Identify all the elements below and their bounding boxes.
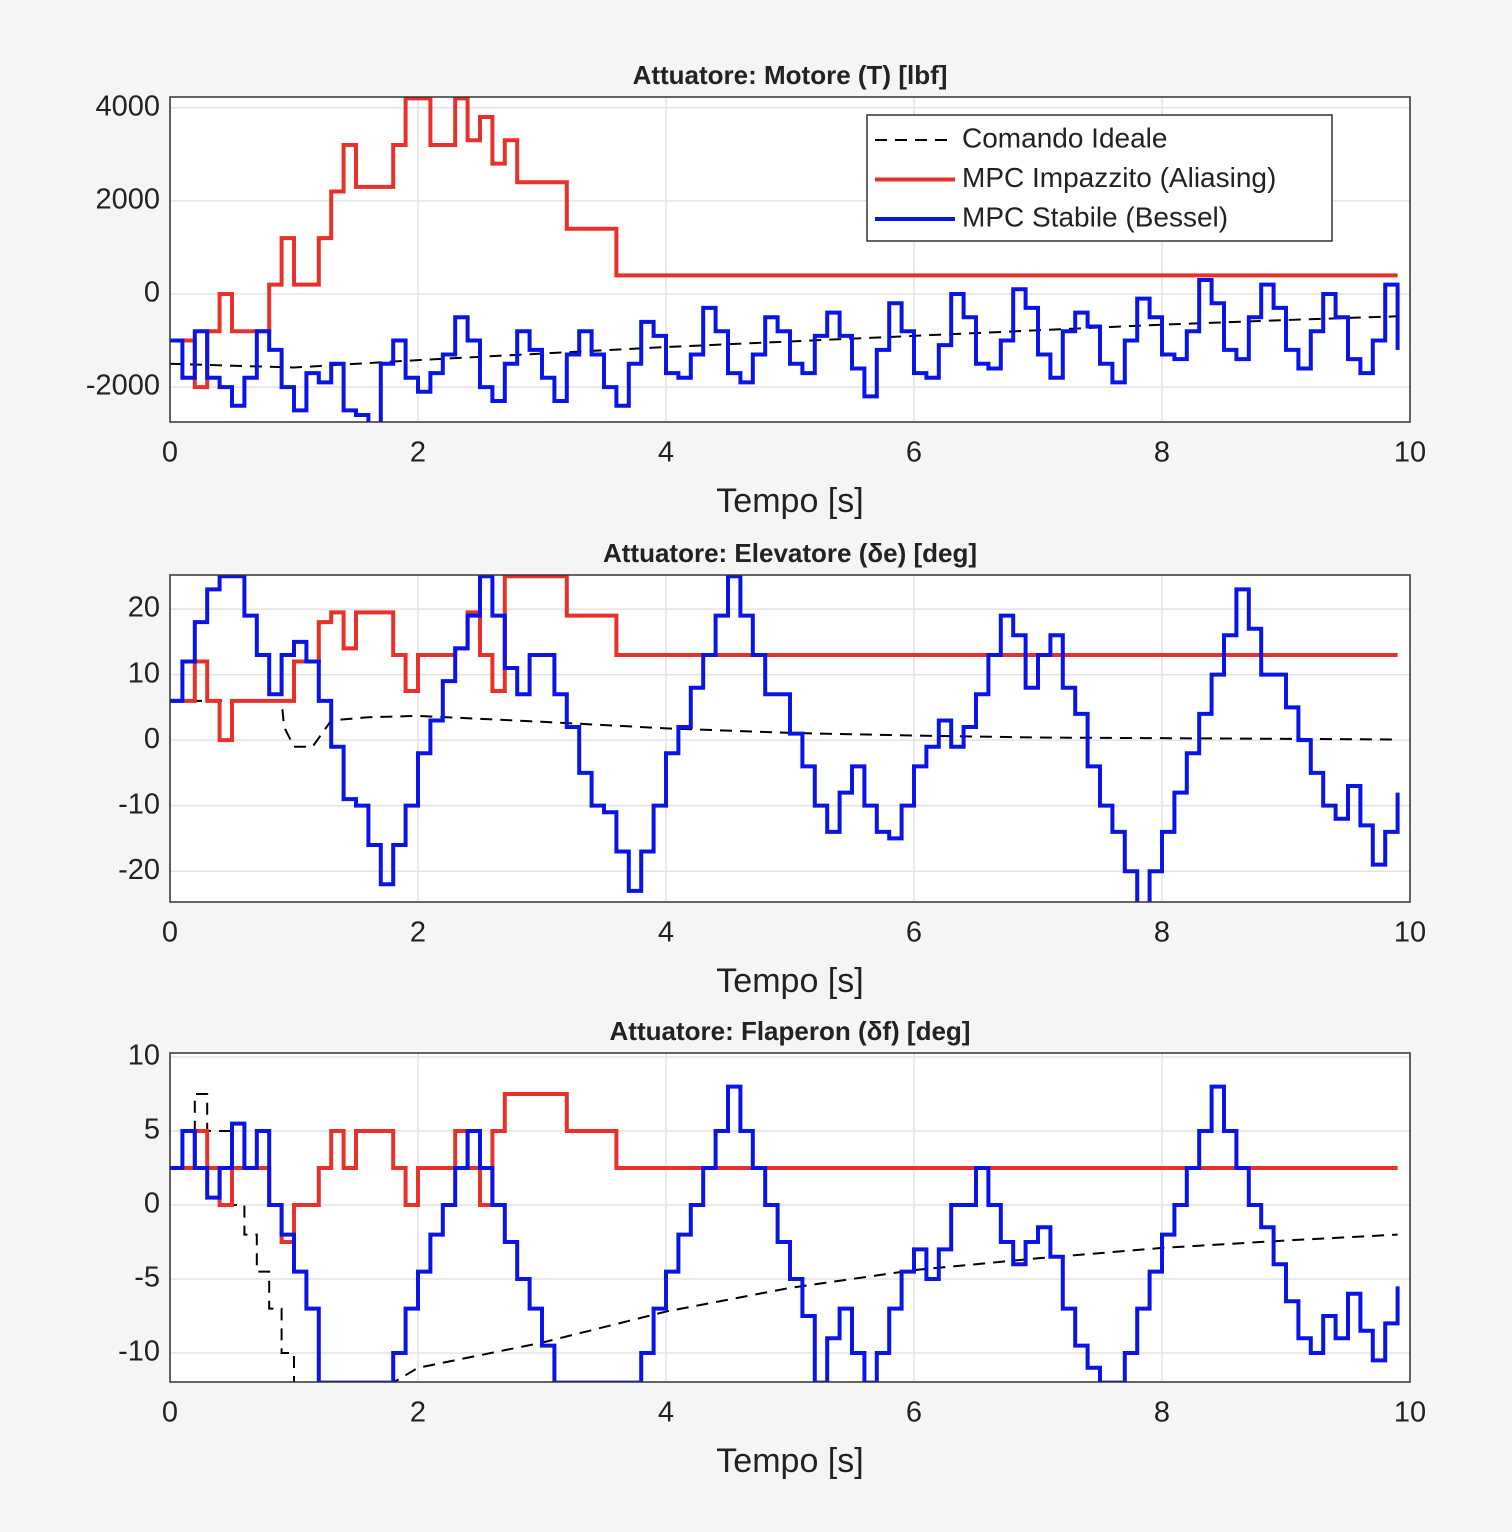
- x-tick-label: 2: [410, 1397, 426, 1429]
- y-tick-label: 20: [128, 592, 160, 624]
- x-tick-label: 0: [162, 917, 178, 949]
- series-group: [170, 1084, 1400, 1382]
- axes-frame: [169, 574, 1411, 903]
- series-line: [170, 1084, 1400, 1382]
- series-line: [170, 1092, 1398, 1244]
- x-tick-label: 2: [410, 437, 426, 469]
- chart-title: Attuatore: Flaperon (δf) [deg]: [610, 1016, 971, 1046]
- x-tick-label: 10: [1394, 1397, 1426, 1429]
- y-tick-label: -2000: [86, 370, 160, 402]
- y-tick-label: -5: [134, 1262, 160, 1294]
- series-line: [170, 699, 1398, 748]
- x-axis-label: Tempo [s]: [716, 482, 863, 520]
- x-tick-label: 8: [1154, 437, 1170, 469]
- axes-frame: [169, 1052, 1411, 1383]
- x-tick-label: 10: [1394, 917, 1426, 949]
- series-line: [170, 1093, 1398, 1382]
- x-tick-label: 4: [658, 1397, 674, 1429]
- series-line: [170, 97, 1398, 390]
- y-tick-label: -10: [118, 788, 160, 820]
- x-tick-label: 0: [162, 437, 178, 469]
- axes-frame: [169, 96, 1411, 423]
- y-tick-label: 4000: [95, 90, 160, 122]
- y-tick-label: 0: [144, 1188, 160, 1220]
- y-tick-label: -20: [118, 854, 160, 886]
- legend-label: MPC Stabile (Bessel): [962, 201, 1228, 232]
- plot-area: [170, 1053, 1410, 1382]
- x-axis-label: Tempo [s]: [716, 1442, 863, 1480]
- chart-title: Attuatore: Elevatore (δe) [deg]: [603, 538, 977, 568]
- x-tick-label: 4: [658, 437, 674, 469]
- x-tick-label: 4: [658, 917, 674, 949]
- legend-label: MPC Impazzito (Aliasing): [962, 162, 1276, 193]
- x-tick-label: 8: [1154, 1397, 1170, 1429]
- x-tick-label: 6: [906, 437, 922, 469]
- y-tick-label: 5: [144, 1114, 160, 1146]
- x-axis-label: Tempo [s]: [716, 962, 863, 1000]
- y-tick-label: 0: [144, 723, 160, 755]
- legend-label: Comando Ideale: [962, 122, 1167, 153]
- chart-title: Attuatore: Motore (T) [lbf]: [633, 60, 948, 90]
- x-tick-label: 0: [162, 1397, 178, 1429]
- x-tick-label: 6: [906, 1397, 922, 1429]
- series-line: [170, 277, 1400, 422]
- y-tick-label: 10: [128, 1040, 160, 1072]
- y-tick-label: 10: [128, 657, 160, 689]
- series-line: [170, 575, 1398, 743]
- x-tick-label: 10: [1394, 437, 1426, 469]
- x-tick-label: 8: [1154, 917, 1170, 949]
- series-line: [170, 575, 1400, 902]
- y-tick-label: -10: [118, 1336, 160, 1368]
- y-tick-label: 2000: [95, 183, 160, 215]
- series-group: [170, 97, 1400, 422]
- x-tick-label: 6: [906, 917, 922, 949]
- x-tick-label: 2: [410, 917, 426, 949]
- y-tick-label: 0: [144, 277, 160, 309]
- series-group: [170, 575, 1400, 902]
